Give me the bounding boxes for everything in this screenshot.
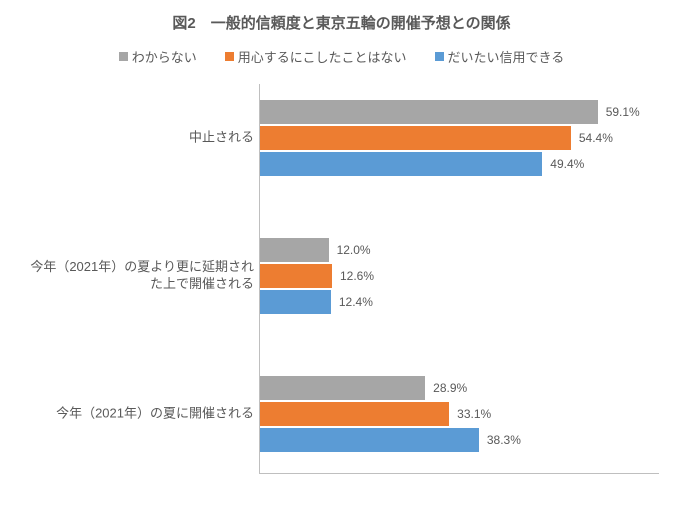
legend-item: 用心するにこしたことはない bbox=[225, 47, 407, 66]
legend-label: わからない bbox=[132, 47, 197, 66]
bar-value-label: 12.6% bbox=[340, 269, 374, 283]
category-label: 今年（2021年）の夏より更に延期された上で開催される bbox=[30, 259, 260, 293]
bar-value-label: 12.4% bbox=[339, 295, 373, 309]
bar bbox=[260, 402, 449, 426]
category-label: 中止される bbox=[30, 130, 260, 147]
category-group: 中止される59.1%54.4%49.4% bbox=[260, 98, 659, 178]
bar-row: 54.4% bbox=[260, 126, 659, 150]
bar-row: 38.3% bbox=[260, 428, 659, 452]
legend-swatch bbox=[225, 52, 234, 61]
legend-label: だいたい信用できる bbox=[448, 47, 565, 66]
bar bbox=[260, 126, 571, 150]
bar bbox=[260, 290, 331, 314]
category-group: 今年（2021年）の夏より更に延期された上で開催される12.0%12.6%12.… bbox=[260, 236, 659, 316]
bar-value-label: 38.3% bbox=[487, 433, 521, 447]
legend-swatch bbox=[435, 52, 444, 61]
bar bbox=[260, 376, 425, 400]
bar-value-label: 49.4% bbox=[550, 157, 584, 171]
bar-row: 12.6% bbox=[260, 264, 659, 288]
category-group: 今年（2021年）の夏に開催される28.9%33.1%38.3% bbox=[260, 374, 659, 454]
bar-value-label: 33.1% bbox=[457, 407, 491, 421]
legend-item: だいたい信用できる bbox=[435, 47, 565, 66]
legend: わからない 用心するにこしたことはない だいたい信用できる bbox=[24, 47, 659, 66]
bar bbox=[260, 100, 598, 124]
legend-label: 用心するにこしたことはない bbox=[238, 47, 407, 66]
bar bbox=[260, 264, 332, 288]
bar bbox=[260, 238, 329, 262]
legend-swatch bbox=[119, 52, 128, 61]
bar-row: 28.9% bbox=[260, 376, 659, 400]
bar bbox=[260, 428, 479, 452]
bar-value-label: 54.4% bbox=[579, 131, 613, 145]
bar-row: 12.0% bbox=[260, 238, 659, 262]
bar-row: 12.4% bbox=[260, 290, 659, 314]
chart-container: 図2 一般的信頼度と東京五輪の開催予想との関係 わからない 用心するにこしたこと… bbox=[0, 0, 683, 506]
bar-row: 33.1% bbox=[260, 402, 659, 426]
bar-row: 49.4% bbox=[260, 152, 659, 176]
bar-value-label: 59.1% bbox=[606, 105, 640, 119]
legend-item: わからない bbox=[119, 47, 197, 66]
bar-value-label: 28.9% bbox=[433, 381, 467, 395]
plot-area: 中止される59.1%54.4%49.4%今年（2021年）の夏より更に延期された… bbox=[259, 84, 659, 474]
bar-row: 59.1% bbox=[260, 100, 659, 124]
chart-title: 図2 一般的信頼度と東京五輪の開催予想との関係 bbox=[24, 12, 659, 33]
bar-value-label: 12.0% bbox=[337, 243, 371, 257]
category-label: 今年（2021年）の夏に開催される bbox=[30, 406, 260, 423]
bar bbox=[260, 152, 542, 176]
